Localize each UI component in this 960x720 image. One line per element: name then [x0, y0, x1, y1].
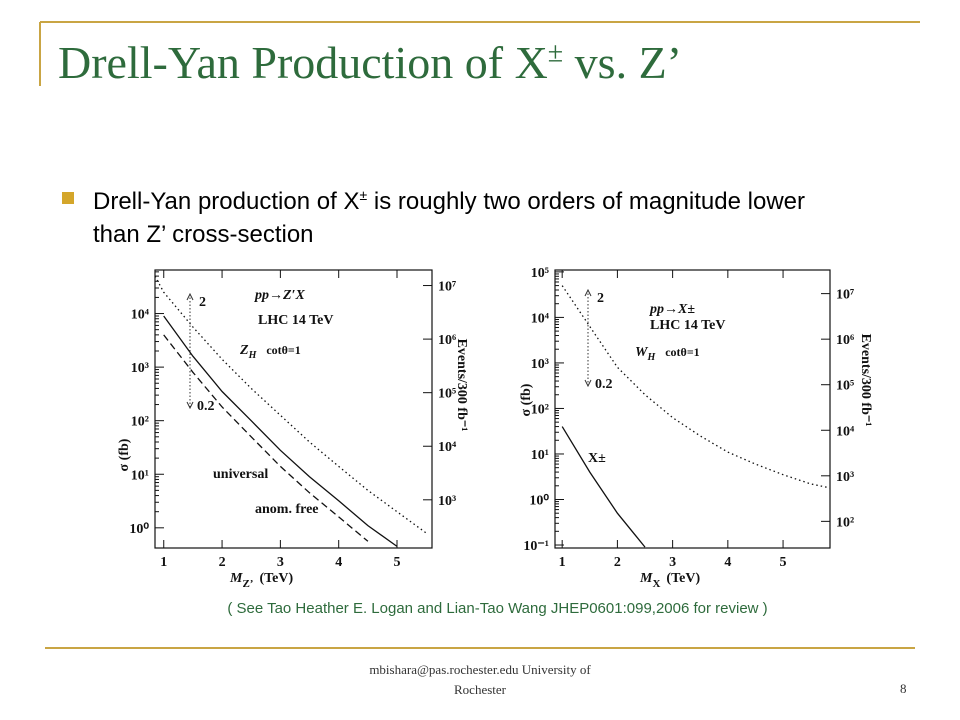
y2-axis-label: Events/300 fb⁻¹ — [858, 334, 873, 427]
energy-label: LHC 14 TeV — [650, 318, 725, 333]
x-tick-label: 5 — [394, 555, 401, 570]
x-axis-label: MZ’ (TeV) — [229, 571, 293, 590]
bullet-sup: ± — [359, 187, 368, 203]
x-axis-label: MX (TeV) — [639, 571, 700, 590]
x-axis-symbol: M — [229, 571, 243, 586]
x-tick-label: 2 — [614, 555, 621, 570]
boson: Z — [239, 343, 249, 358]
y2-tick-label: 10⁶ — [836, 333, 854, 348]
x-axis-sub: X — [652, 578, 660, 590]
y-tick-label: 10¹ — [131, 468, 149, 483]
y-tick-label: 10⁰ — [529, 493, 549, 508]
curve-label: universal — [213, 467, 268, 482]
plot-frame — [554, 269, 831, 549]
boson-label: ZH cotθ=1 — [239, 343, 301, 361]
curve-label: anom. free — [255, 502, 319, 517]
process-label: pp→X± — [649, 302, 695, 317]
curve-label: X± — [588, 451, 606, 466]
bullet-text: is roughly two orders of magnitude lower… — [93, 188, 805, 248]
x-axis-unit: (TeV) — [259, 571, 293, 586]
y-tick-label: 10⁰ — [129, 522, 149, 537]
x-tick-label: 2 — [219, 555, 226, 570]
y2-tick-label: 10² — [836, 515, 854, 530]
boson-sub: H — [248, 350, 258, 361]
y2-tick-label: 10⁵ — [836, 379, 854, 394]
curve — [163, 334, 369, 542]
title: Drell-Yan Production of X± vs. Z’ — [58, 36, 682, 89]
coupling: cotθ=1 — [665, 345, 699, 359]
x-axis-unit: (TeV) — [666, 571, 700, 586]
y-tick-label: 10² — [531, 402, 549, 417]
x-tick-label: 4 — [335, 555, 342, 570]
arrow-bottom-label: 0.2 — [595, 377, 613, 392]
process-label: pp→Z′X — [254, 288, 305, 303]
arrow-head — [186, 292, 194, 410]
y2-axis-label: Events/300 fb⁻¹ — [454, 339, 469, 432]
energy-label: LHC 14 TeV — [258, 313, 333, 328]
y-tick-label: 10³ — [531, 357, 549, 372]
x-tick-label: 1 — [160, 555, 167, 570]
x-axis-symbol: M — [639, 571, 653, 586]
curve — [163, 315, 398, 547]
arrow-bottom-label: 0.2 — [197, 399, 215, 414]
x-tick-label: 4 — [724, 555, 731, 570]
y-axis-label: σ (fb) — [519, 383, 534, 416]
y-tick-label: 10¹ — [531, 448, 549, 463]
x-axis-sub: Z’ — [242, 578, 253, 590]
curve — [561, 285, 831, 489]
y2-tick-label: 10⁷ — [438, 280, 456, 295]
bullet-text: Drell-Yan production of X — [93, 188, 360, 215]
coupling: cotθ=1 — [266, 343, 300, 357]
arrow-top-label: 2 — [199, 295, 206, 310]
bullet-marker — [62, 192, 74, 204]
y-axis-label: σ (fb) — [117, 438, 132, 471]
arrow-head — [584, 288, 592, 388]
y-tick-label: 10⁴ — [131, 308, 150, 323]
y-tick-label: 10⁴ — [531, 311, 550, 326]
y2-tick-label: 10⁷ — [836, 288, 854, 303]
title-text: vs. Z’ — [563, 37, 682, 88]
footer-text: mbishara@pas.rochester.edu University of — [369, 662, 591, 677]
y-tick-label: 10² — [131, 415, 149, 430]
footer-text: Rochester — [454, 682, 506, 697]
y2-tick-label: 10⁴ — [438, 440, 457, 455]
y2-tick-label: 10⁶ — [438, 333, 456, 348]
title-sup: ± — [547, 37, 564, 69]
y-tick-label: 10⁵ — [531, 266, 549, 281]
x-tick-label: 3 — [277, 555, 284, 570]
bullet: Drell-Yan production of X± is roughly tw… — [93, 179, 805, 251]
x-tick-label: 3 — [669, 555, 676, 570]
boson-label: WH cotθ=1 — [635, 345, 700, 363]
y2-tick-label: 10⁵ — [438, 387, 456, 402]
citation: ( See Tao Heather E. Logan and Lian-Tao … — [227, 600, 768, 617]
curve — [154, 275, 427, 534]
title-text: Drell-Yan Production of X — [58, 37, 548, 88]
x-tick-label: 1 — [559, 555, 566, 570]
y2-tick-label: 10⁴ — [836, 424, 855, 439]
y2-tick-label: 10³ — [438, 494, 456, 509]
curve — [561, 426, 646, 548]
y2-tick-label: 10³ — [836, 470, 854, 485]
page-number: 8 — [900, 681, 907, 696]
boson: W — [635, 345, 649, 360]
footer: mbishara@pas.rochester.edu University of… — [300, 660, 660, 700]
boson-sub: H — [646, 352, 656, 363]
arrow-top-label: 2 — [597, 291, 604, 306]
y-tick-label: 10⁻¹ — [523, 539, 549, 554]
x-tick-label: 5 — [780, 555, 787, 570]
y-tick-label: 10³ — [131, 361, 149, 376]
plot-frame — [154, 269, 433, 549]
